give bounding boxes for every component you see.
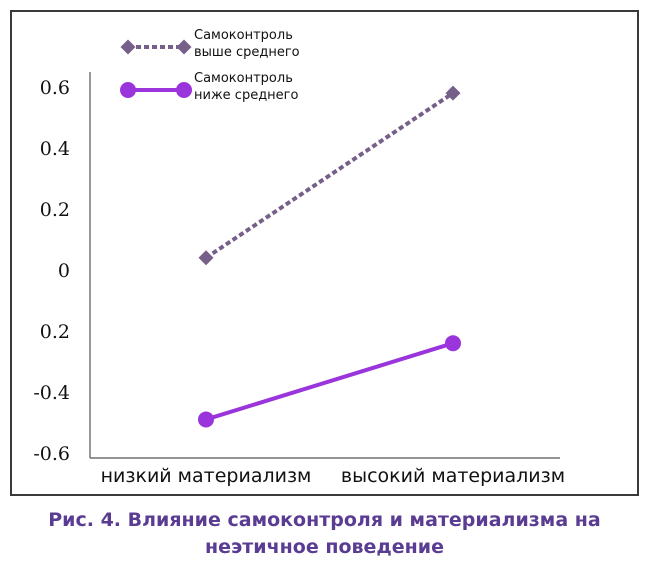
legend-marker-diamond xyxy=(120,39,136,55)
data-point-diamond xyxy=(445,85,461,101)
legend-item-1: Самоконтроль выше среднего xyxy=(120,28,300,60)
chart-frame xyxy=(10,10,639,496)
x-category-label: высокий материализм xyxy=(341,465,565,487)
y-tick-label: 0.2 xyxy=(40,199,70,221)
legend-item-2: Самоконтроль ниже среднего xyxy=(120,71,299,103)
series-2 xyxy=(198,335,461,428)
chart: 0.6 0.4 0.2 0 0.2 -0.4 -0.6 низкий материализм в… xyxy=(33,28,565,487)
legend-marker-circle xyxy=(120,82,136,98)
x-category-label: низкий материализм xyxy=(101,465,312,487)
caption-line-2: неэтичное поведение xyxy=(205,536,444,558)
y-tick-label: 0.4 xyxy=(40,138,70,160)
data-point-circle xyxy=(445,335,461,352)
y-tick-label: 0.6 xyxy=(40,77,70,99)
y-tick-label: -0.4 xyxy=(33,382,70,404)
legend-label-line: Самоконтроль xyxy=(194,28,293,43)
data-point-circle xyxy=(198,411,214,428)
caption-line-1: Рис. 4. Влияние самоконтроля и материали… xyxy=(48,509,601,531)
legend-label-line: ниже среднего xyxy=(194,88,299,103)
legend-marker-circle xyxy=(176,82,192,98)
series-line xyxy=(204,91,455,260)
y-tick-label: -0.6 xyxy=(33,443,70,465)
y-tick-label: 0.2 xyxy=(40,321,70,343)
series-line xyxy=(205,341,454,422)
legend-label-line: Самоконтроль xyxy=(194,71,293,86)
figure-caption: Рис. 4. Влияние самоконтроля и материали… xyxy=(0,507,649,561)
y-tick-label: 0 xyxy=(58,260,70,282)
series-1 xyxy=(198,85,461,266)
legend-marker-diamond xyxy=(176,39,192,55)
legend-label-line: выше среднего xyxy=(194,45,300,60)
data-point-diamond xyxy=(198,250,214,266)
